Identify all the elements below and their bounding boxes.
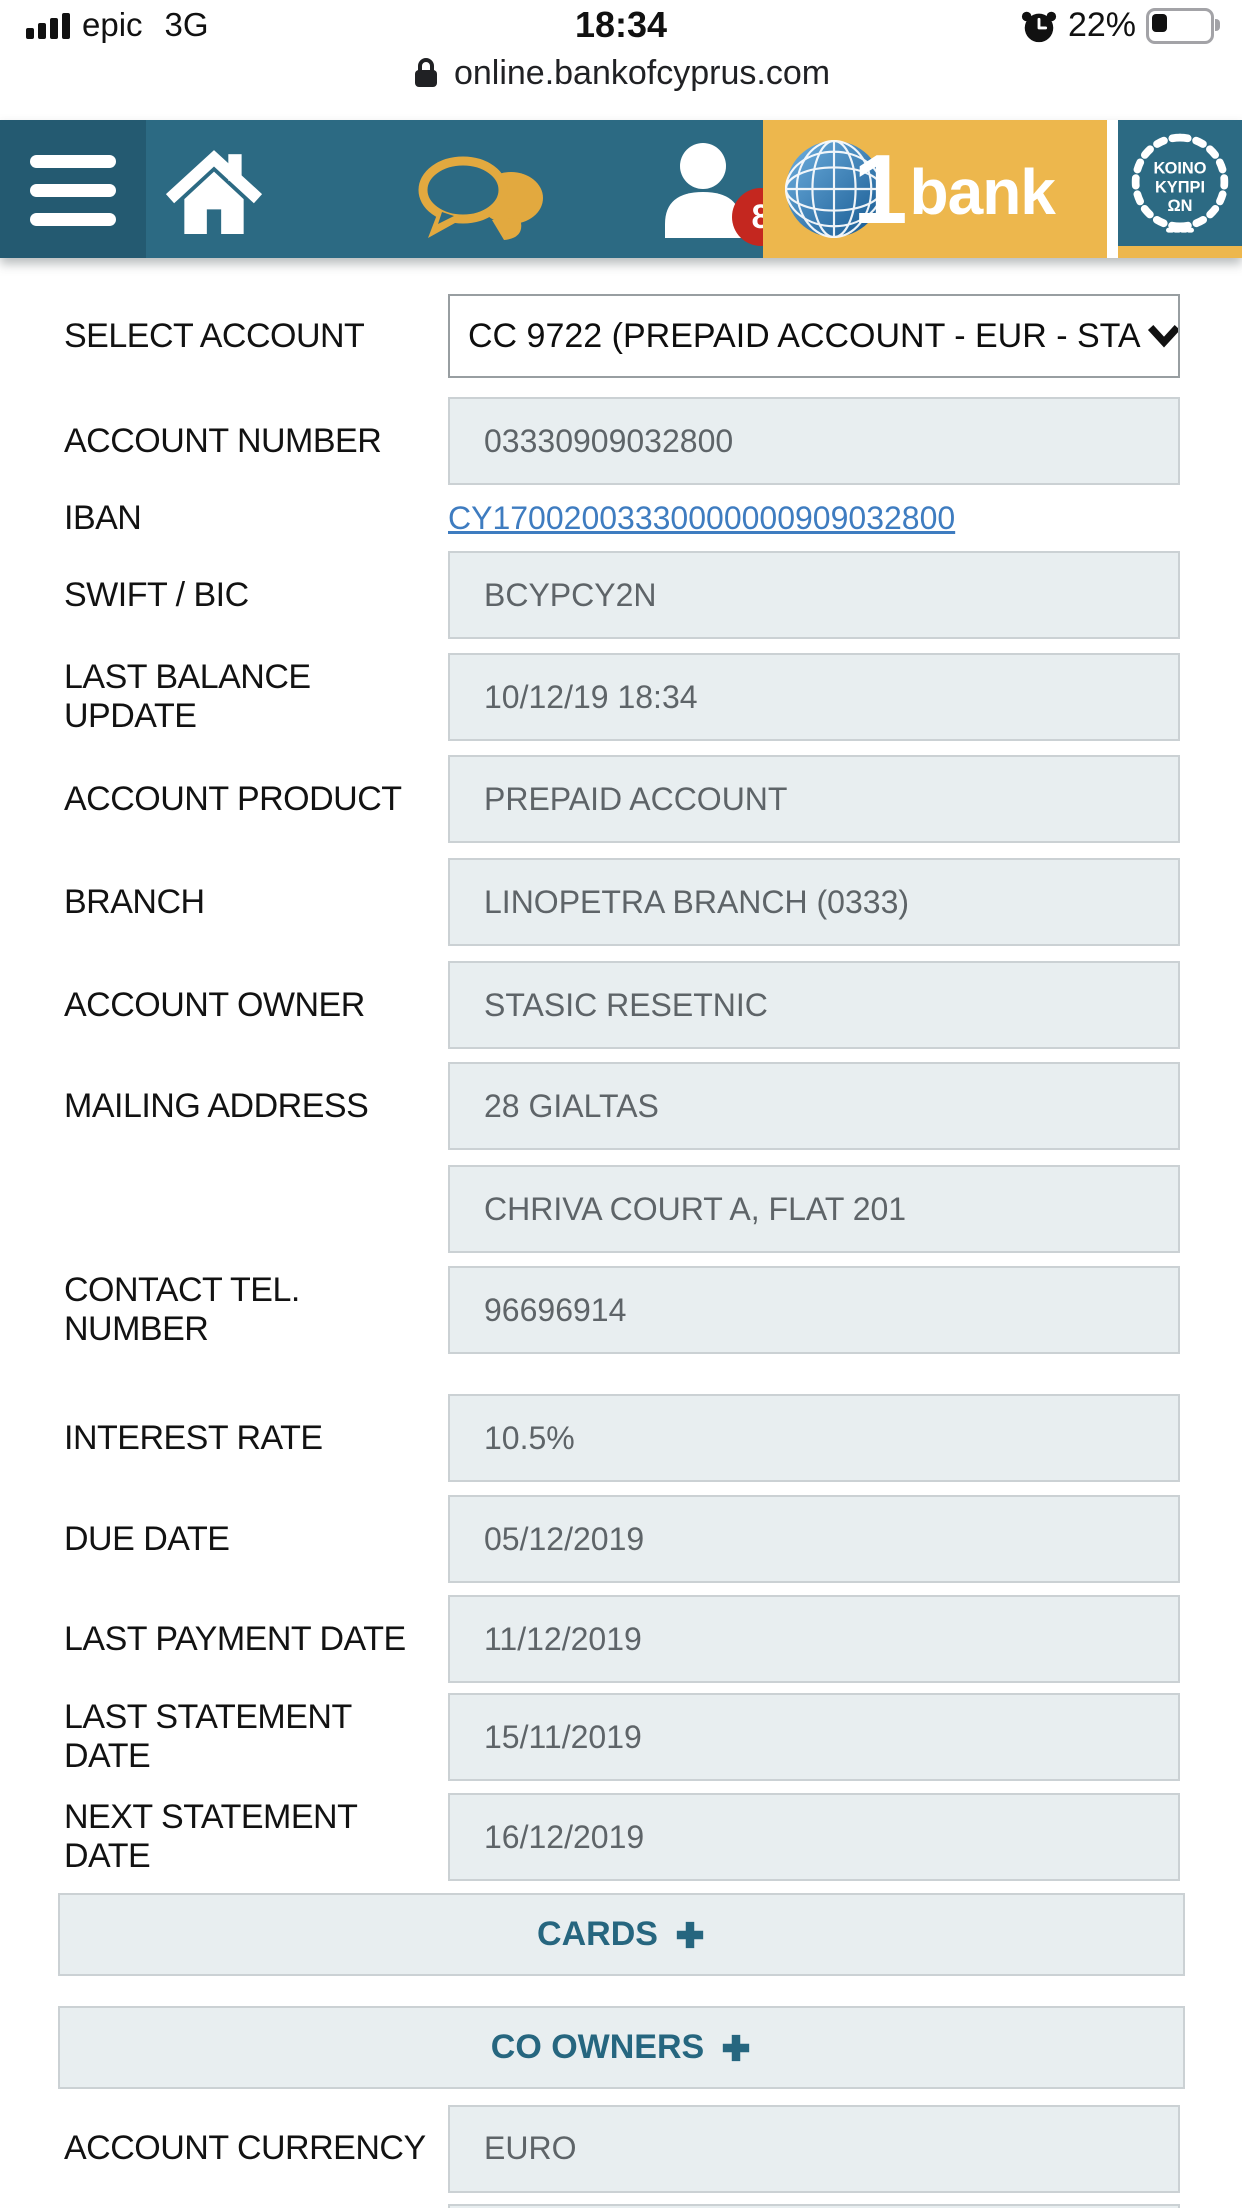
account-currency-field: EURO (448, 2104, 1180, 2193)
menu-icon (30, 155, 116, 226)
plus-icon (676, 1921, 704, 1948)
last-payment-date-field: 11/12/2019 (448, 1595, 1180, 1683)
menu-button[interactable] (0, 120, 146, 258)
field-label: ACCOUNT CURRENCY (64, 2129, 426, 2167)
field-label: LAST STATEMENT DATE (64, 1698, 352, 1775)
field-label: ACCOUNT OWNER (64, 985, 365, 1024)
battery-icon (1146, 7, 1220, 44)
wreath-logo-icon: ΚΟΙΝΟ ΚΥΠΡΙ ΩΝ (1131, 133, 1229, 233)
next-statement-date-field: 16/12/2019 (448, 1793, 1180, 1881)
bank-logo[interactable]: 1 bank (763, 120, 1107, 258)
account-select-value: CC 9722 (PREPAID ACCOUNT - EUR - STA (468, 316, 1141, 355)
field-label: BRANCH (64, 882, 205, 921)
account-product-field: PREPAID ACCOUNT (448, 755, 1180, 843)
mailing-address-field-1: 28 GIALTAS (448, 1062, 1180, 1150)
field-label: DUE DATE (64, 1519, 230, 1558)
last-payment-date-row: LAST PAYMENT DATE 11/12/2019 (64, 1595, 1242, 1683)
mailing-address-row-2: CHRIVA COURT A, FLAT 201 (64, 1165, 1242, 1253)
account-currency-row: ACCOUNT CURRENCY EURO (64, 2104, 1242, 2193)
contact-tel-row: CONTACT TEL. NUMBER 96696914 (64, 1266, 1242, 1354)
field-label: SWIFT / BIC (64, 575, 249, 614)
header-divider (1107, 120, 1118, 258)
swift-row: SWIFT / BIC BCYPCY2N (64, 551, 1242, 639)
field-label: CONTACT TEL. NUMBER (64, 1271, 300, 1348)
cards-expand-button[interactable]: CARDS (58, 1893, 1185, 1976)
iban-row: IBAN CY17002003330000000909032800 (64, 485, 1242, 551)
lock-icon (414, 58, 437, 87)
user-icon (665, 143, 741, 238)
branch-field: LINOPETRA BRANCH (0333) (448, 858, 1180, 946)
last-balance-update-field: 10/12/19 18:34 (448, 653, 1180, 741)
signal-bars-icon (26, 11, 70, 39)
field-label: NEXT STATEMENT DATE (64, 1798, 357, 1875)
select-account-row: SELECT ACCOUNT CC 9722 (PREPAID ACCOUNT … (64, 294, 1242, 378)
chevron-down-icon (1147, 325, 1178, 348)
field-label: MAILING ADDRESS (64, 1086, 369, 1125)
account-owner-field: STASIC RESETNIC (448, 961, 1180, 1049)
profile-button[interactable]: 8 (648, 140, 790, 246)
field-label: ACCOUNT PRODUCT (64, 779, 402, 818)
field-label: IBAN (64, 498, 142, 537)
plus-icon (723, 2034, 750, 2061)
next-statement-date-row: NEXT STATEMENT DATE 16/12/2019 (64, 1793, 1242, 1881)
yellow-strip (1118, 246, 1242, 258)
last-statement-date-field: 15/11/2019 (448, 1693, 1180, 1781)
field-label: ACCOUNT NUMBER (64, 421, 382, 460)
account-owner-row: ACCOUNT OWNER STASIC RESETNIC (64, 961, 1242, 1049)
account-number-row: ACCOUNT NUMBER 03330909032800 (64, 397, 1242, 485)
account-details-form: SELECT ACCOUNT CC 9722 (PREPAID ACCOUNT … (0, 258, 1242, 2208)
url-text: online.bankofcyprus.com (453, 53, 831, 92)
mailing-address-row: MAILING ADDRESS 28 GIALTAS (64, 1062, 1242, 1150)
co-owners-expand-button[interactable]: CO OWNERS (58, 2006, 1185, 2089)
account-product-row: ACCOUNT PRODUCT PREPAID ACCOUNT (64, 755, 1242, 843)
cards-button-label: CARDS (537, 1915, 658, 1953)
last-balance-update-row: LAST BALANCE UPDATE 10/12/19 18:34 (64, 653, 1242, 741)
interest-rate-field: 10.5% (448, 1394, 1180, 1482)
iban-link[interactable]: CY17002003330000000909032800 (448, 499, 956, 536)
messages-button[interactable] (408, 150, 558, 245)
wreath-text-1: ΚΟΙΝΟ (1154, 159, 1207, 177)
account-select-dropdown[interactable]: CC 9722 (PREPAID ACCOUNT - EUR - STA (448, 294, 1180, 378)
alarm-clock-icon (1021, 11, 1057, 42)
browser-url-bar[interactable]: online.bankofcyprus.com (0, 50, 1242, 96)
home-button[interactable] (160, 146, 268, 236)
chat-icon (418, 156, 543, 240)
swift-field: BCYPCY2N (448, 551, 1180, 639)
field-label: LAST PAYMENT DATE (64, 1619, 406, 1658)
battery-percent-label: 22% (1067, 6, 1136, 44)
account-number-field: 03330909032800 (448, 397, 1180, 485)
contact-tel-field: 96696914 (448, 1266, 1180, 1354)
interest-rate-row: INTEREST RATE 10.5% (64, 1394, 1242, 1482)
field-label: LAST BALANCE UPDATE (64, 658, 311, 735)
koino-kyprion-logo: ΚΟΙΝΟ ΚΥΠΡΙ ΩΝ (1118, 120, 1242, 258)
co-owners-button-label: CO OWNERS (490, 2028, 705, 2066)
select-account-label: SELECT ACCOUNT (64, 316, 365, 355)
status-left: epic 3G (26, 6, 209, 44)
branch-row: BRANCH LINOPETRA BRANCH (0333) (64, 858, 1242, 946)
app-header: 8 1 bank (0, 120, 1242, 258)
field-label: INTEREST RATE (64, 1418, 323, 1457)
clock-time: 18:34 (574, 4, 668, 45)
globe-icon (785, 140, 883, 238)
wreath-text-2: ΚΥΠΡΙ (1155, 179, 1205, 197)
due-date-row: DUE DATE 05/12/2019 (64, 1495, 1242, 1583)
carrier-label: epic (82, 6, 143, 43)
network-type-label: 3G (164, 6, 209, 43)
last-statement-date-row: LAST STATEMENT DATE 15/11/2019 (64, 1693, 1242, 1781)
status-right: 22% (1020, 6, 1220, 45)
home-icon (165, 150, 263, 234)
next-field-partial (448, 2204, 1180, 2208)
mailing-address-field-2: CHRIVA COURT A, FLAT 201 (448, 1165, 1180, 1253)
wreath-text-3: ΩΝ (1168, 197, 1193, 215)
status-bar: epic 3G 18:34 22% (0, 0, 1242, 50)
brand-one-text: 1 (853, 134, 908, 244)
brand-bank-text: bank (909, 156, 1056, 228)
due-date-field: 05/12/2019 (448, 1495, 1180, 1583)
